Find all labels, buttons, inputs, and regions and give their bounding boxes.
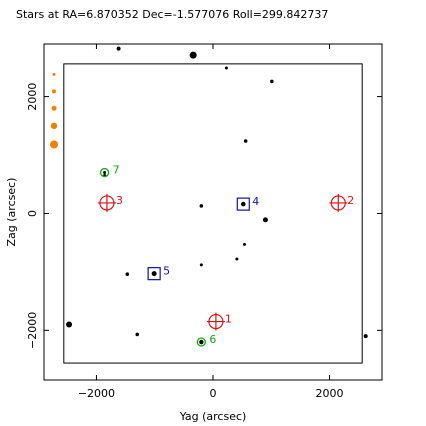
fid-light-marker bbox=[99, 167, 110, 178]
fid-light-dot bbox=[103, 171, 107, 175]
star-point bbox=[243, 139, 248, 143]
star-point bbox=[135, 332, 140, 337]
star-point bbox=[270, 79, 274, 84]
star-point bbox=[189, 51, 197, 59]
star-point bbox=[125, 272, 130, 277]
y-tick-label: 0 bbox=[26, 210, 39, 217]
star-overlays: 1 2 3 4 5 6 7 bbox=[97, 164, 354, 347]
x-axis-label: Yag (arcsec) bbox=[179, 410, 247, 423]
y-axis-label: Zag (arcsec) bbox=[5, 178, 18, 247]
x-tick-label: 2000 bbox=[316, 387, 344, 400]
fid-light-label: 6 bbox=[209, 333, 216, 346]
chart-title: Stars at RA=6.870352 Dec=-1.577076 Roll=… bbox=[16, 8, 328, 21]
acq-star-box bbox=[147, 267, 161, 281]
fid-light-label: 7 bbox=[113, 164, 120, 177]
star-point bbox=[235, 257, 239, 261]
star-point bbox=[66, 321, 73, 328]
plot-frame bbox=[43, 43, 383, 381]
x-tick-label: −2000 bbox=[78, 387, 115, 400]
star-point bbox=[199, 263, 203, 267]
star-point bbox=[262, 217, 268, 223]
star-point bbox=[151, 271, 157, 277]
star-point bbox=[224, 66, 228, 70]
star-point bbox=[363, 334, 368, 339]
legend-magnitude-dot bbox=[52, 89, 56, 94]
acq-star-label: 5 bbox=[163, 265, 170, 278]
guide-star-label: 1 bbox=[225, 313, 232, 326]
x-tick-label: 0 bbox=[210, 387, 217, 400]
fid-light-marker bbox=[196, 337, 206, 347]
fid-light-dot bbox=[199, 340, 203, 344]
star-point bbox=[241, 201, 246, 207]
axis-ticks: −2000 0 2000 −2000 0 2000 bbox=[26, 44, 382, 400]
y-tick-label: −2000 bbox=[26, 312, 39, 349]
acq-star-box bbox=[236, 197, 250, 211]
star-point bbox=[199, 204, 204, 208]
legend-magnitude-dot bbox=[50, 140, 58, 149]
magnitude-legend bbox=[50, 72, 58, 149]
guide-star-label: 3 bbox=[116, 194, 123, 207]
star-point bbox=[116, 46, 121, 51]
star-point bbox=[242, 242, 246, 246]
y-tick-label: 2000 bbox=[26, 83, 39, 111]
guide-star-label: 2 bbox=[347, 194, 354, 207]
legend-magnitude-dot bbox=[51, 105, 57, 111]
field-of-view-box bbox=[63, 63, 363, 364]
acq-star-label: 4 bbox=[252, 195, 259, 208]
star-markers bbox=[66, 46, 368, 345]
legend-magnitude-dot bbox=[52, 72, 56, 76]
legend-magnitude-dot bbox=[50, 122, 58, 130]
